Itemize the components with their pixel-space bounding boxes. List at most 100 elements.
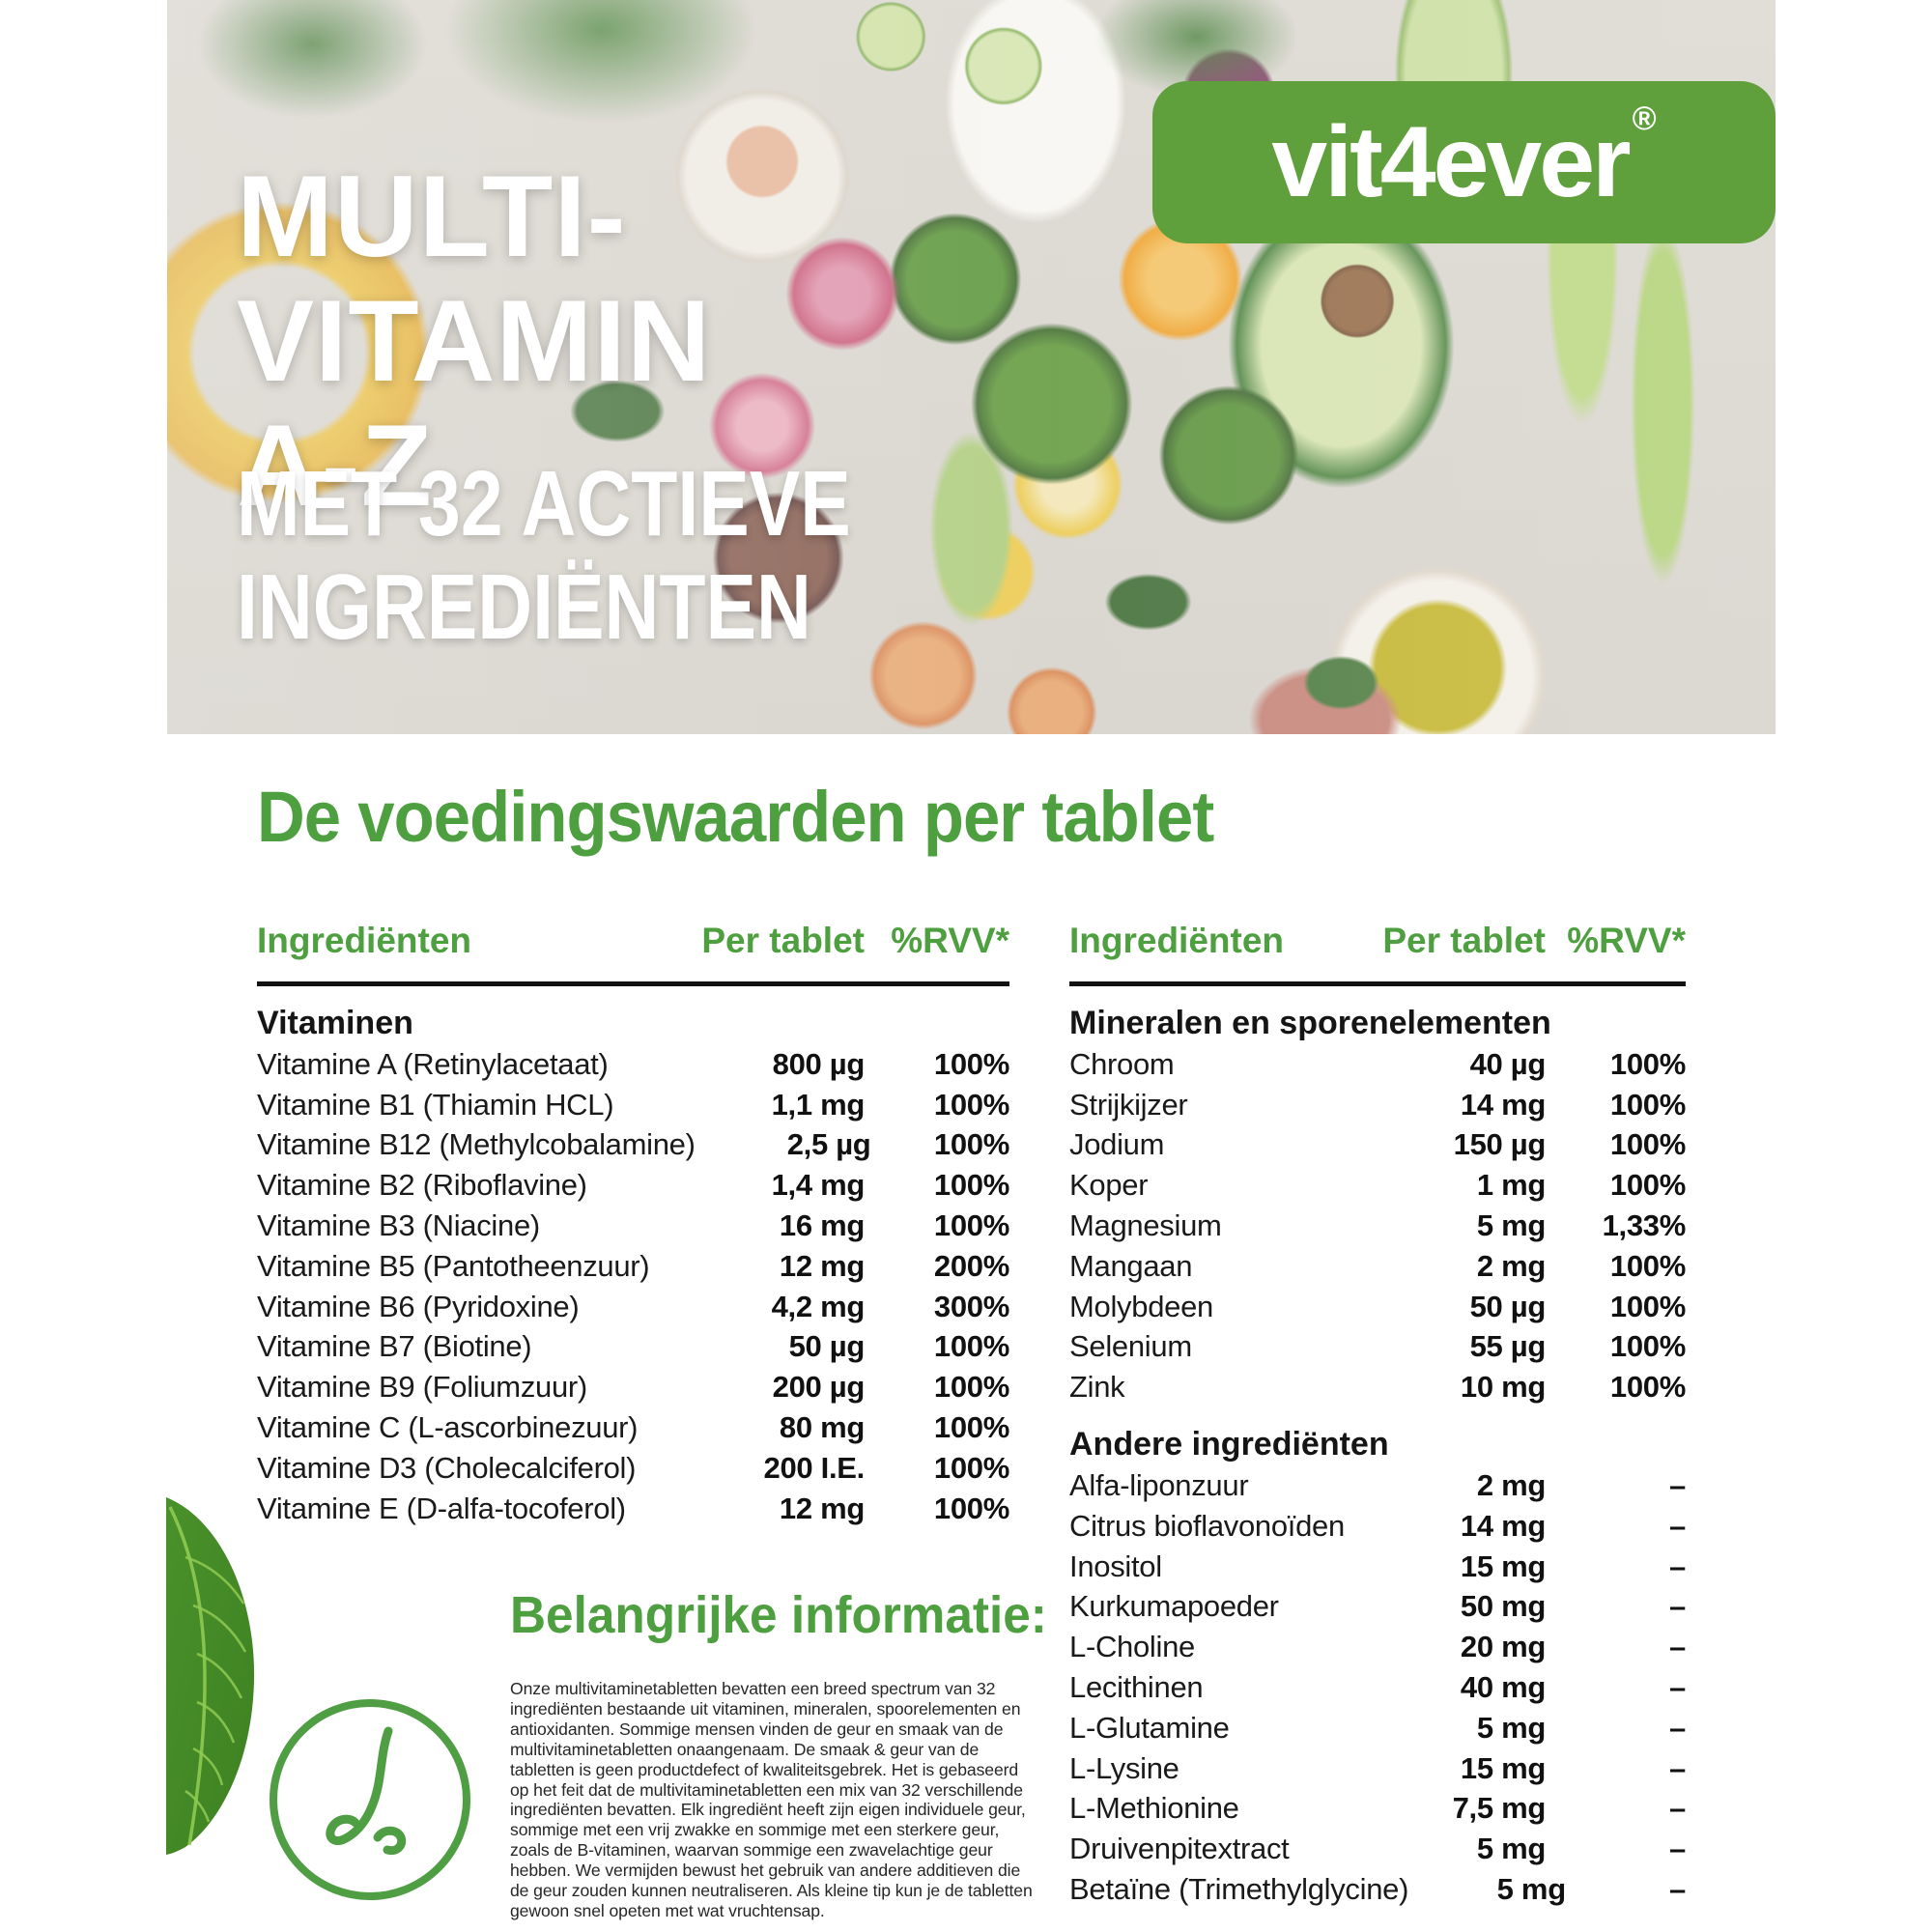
table-row: Jodium 150 µg 100% <box>1069 1125 1686 1166</box>
ingredient-amount: 4,2 mg <box>771 1289 866 1323</box>
table-row: Vitamine C (L-ascorbinezuur) 80 mg 100% <box>257 1407 1009 1448</box>
hero-banner: MULTI- VITAMIN A-Z MET 32 ACTIEVE INGRED… <box>167 0 1776 734</box>
ingredient-rvv: 100% <box>1609 1046 1686 1081</box>
ingredient-amount: 1 mg <box>1476 1168 1546 1203</box>
ingredient-rvv: 1,33% <box>1602 1208 1687 1243</box>
ingredient-amount: 800 µg <box>772 1046 866 1081</box>
ingredient-name: Betaïne (Trimethylglycine) <box>1069 1872 1409 1907</box>
table-row: Vitamine B5 (Pantotheenzuur) 12 mg 200% <box>257 1246 1009 1287</box>
ingredient-rvv: – <box>1669 1630 1686 1664</box>
header-rvv: %RVV* <box>891 921 1009 960</box>
ingredient-amount: 5 mg <box>1496 1872 1566 1907</box>
ingredient-rvv: – <box>1669 1750 1686 1785</box>
ingredient-rvv: 100% <box>1609 1168 1686 1203</box>
table-row: Koper 1 mg 100% <box>1069 1165 1686 1206</box>
important-info-heading: Belangrijke informatie: <box>510 1586 1047 1644</box>
ingredient-rvv: 100% <box>1609 1289 1686 1323</box>
ingredient-rvv: – <box>1669 1832 1686 1866</box>
ingredient-amount: 5 mg <box>1476 1208 1546 1243</box>
table-row: Magnesium 5 mg 1,33% <box>1069 1206 1686 1246</box>
ingredient-name: Molybdeen <box>1069 1289 1213 1323</box>
ingredient-name: Mangaan <box>1069 1248 1193 1283</box>
table-row: Selenium 55 µg 100% <box>1069 1327 1686 1368</box>
ingredient-rvv: – <box>1669 1670 1686 1705</box>
brand-name: vit4ever <box>1271 106 1631 218</box>
ingredient-name: Vitamine B1 (Thiamin HCL) <box>257 1087 614 1122</box>
ingredient-amount: 150 µg <box>1453 1127 1547 1162</box>
ingredient-rvv: 100% <box>933 1168 1009 1203</box>
table-row: Druivenpitextract 5 mg – <box>1069 1829 1686 1869</box>
table-rows: Vitamine A (Retinylacetaat) 800 µg 100% … <box>257 1044 1009 1529</box>
product-subtitle: MET 32 ACTIEVE INGREDIËNTEN <box>237 452 851 659</box>
ingredient-rvv: – <box>1669 1791 1686 1826</box>
table-row: L-Lysine 15 mg – <box>1069 1748 1686 1789</box>
ingredient-name: Druivenpitextract <box>1069 1832 1290 1866</box>
table-row: Betaïne (Trimethylglycine) 5 mg – <box>1069 1869 1686 1910</box>
ingredient-amount: 12 mg <box>779 1248 865 1283</box>
table-row: Vitamine B12 (Methylcobalamine) 2,5 µg 1… <box>257 1125 1009 1166</box>
header-ingredient: Ingrediënten <box>1069 921 1285 960</box>
important-info-text: Onze multivitaminetabletten bevatten een… <box>510 1679 1033 1920</box>
table-row: Vitamine B1 (Thiamin HCL) 1,1 mg 100% <box>257 1085 1009 1125</box>
product-title-line: MULTI- <box>237 152 627 282</box>
ingredient-name: Vitamine B2 (Riboflavine) <box>257 1168 587 1203</box>
ingredient-name: L-Choline <box>1069 1630 1195 1664</box>
ingredient-name: L-Methionine <box>1069 1791 1239 1826</box>
header-per-tablet: Per tablet <box>1382 921 1546 960</box>
table-row: Citrus bioflavonoïden 14 mg – <box>1069 1506 1686 1547</box>
table-row: Vitamine E (D-alfa-tocoferol) 12 mg 100% <box>257 1489 1009 1529</box>
ingredient-amount: 15 mg <box>1460 1750 1546 1785</box>
table-rows: Chroom 40 µg 100% Strijkijzer 14 mg 100%… <box>1069 1044 1686 1407</box>
nutrition-table-vitamins: Ingrediënten Per tablet %RVV* Vitaminen … <box>257 920 1009 1529</box>
ingredient-rvv: 100% <box>933 1370 1009 1405</box>
ingredient-rvv: 100% <box>933 1450 1009 1485</box>
table-row: Vitamine B9 (Foliumzuur) 200 µg 100% <box>257 1367 1009 1407</box>
ingredient-name: Vitamine B3 (Niacine) <box>257 1208 540 1243</box>
ingredient-amount: 80 mg <box>779 1410 865 1445</box>
table-row: Vitamine B2 (Riboflavine) 1,4 mg 100% <box>257 1165 1009 1206</box>
ingredient-name: Inositol <box>1069 1548 1162 1583</box>
table-row: L-Methionine 7,5 mg – <box>1069 1789 1686 1830</box>
header-ingredient: Ingrediënten <box>257 921 472 960</box>
ingredient-rvv: 100% <box>1609 1248 1686 1283</box>
product-title-line: VITAMIN <box>237 276 712 407</box>
ingredient-name: Magnesium <box>1069 1208 1222 1243</box>
table-section-title: Mineralen en sporenelementen <box>1069 1005 1551 1041</box>
table-row: Strijkijzer 14 mg 100% <box>1069 1085 1686 1125</box>
ingredient-rvv: 100% <box>1609 1127 1686 1162</box>
ingredient-rvv: 100% <box>1609 1329 1686 1364</box>
table-rows: Alfa-liponzuur 2 mg – Citrus bioflavonoï… <box>1069 1465 1686 1910</box>
ingredient-rvv: – <box>1669 1872 1686 1907</box>
ingredient-rvv: 100% <box>1609 1087 1686 1122</box>
ingredient-name: Vitamine B5 (Pantotheenzuur) <box>257 1248 650 1283</box>
ingredient-name: Vitamine B7 (Biotine) <box>257 1329 532 1364</box>
table-row: Lecithinen 40 mg – <box>1069 1667 1686 1708</box>
ingredient-amount: 2 mg <box>1476 1468 1546 1503</box>
ingredient-rvv: 100% <box>1609 1370 1686 1405</box>
ingredient-name: Kurkumapoeder <box>1069 1589 1279 1624</box>
ingredient-amount: 1,1 mg <box>771 1087 866 1122</box>
ingredient-amount: 2 mg <box>1476 1248 1546 1283</box>
ingredient-rvv: 100% <box>933 1127 1009 1162</box>
ingredient-amount: 14 mg <box>1460 1508 1546 1543</box>
ingredient-name: L-Glutamine <box>1069 1710 1230 1745</box>
ingredient-name: L-Lysine <box>1069 1750 1179 1785</box>
product-title: MULTI- VITAMIN A-Z <box>237 155 711 528</box>
ingredient-rvv: – <box>1669 1589 1686 1624</box>
ingredient-name: Citrus bioflavonoïden <box>1069 1508 1345 1543</box>
page-title: De voedingswaarden per tablet <box>257 777 1214 857</box>
ingredient-name: Vitamine C (L-ascorbinezuur) <box>257 1410 639 1445</box>
table-row: Alfa-liponzuur 2 mg – <box>1069 1465 1686 1506</box>
ingredient-amount: 10 mg <box>1460 1370 1546 1405</box>
table-section-title: Vitaminen <box>257 1005 413 1041</box>
ingredient-rvv: 100% <box>933 1087 1009 1122</box>
ingredient-amount: 55 µg <box>1469 1329 1547 1364</box>
ingredient-rvv: 300% <box>933 1289 1009 1323</box>
ingredient-name: Strijkijzer <box>1069 1087 1188 1122</box>
ingredient-name: Lecithinen <box>1069 1670 1204 1705</box>
ingredient-amount: 1,4 mg <box>771 1168 866 1203</box>
ingredient-amount: 20 mg <box>1460 1630 1546 1664</box>
ingredient-rvv: 200% <box>933 1248 1009 1283</box>
product-subtitle-line: INGREDIËNTEN <box>237 555 811 659</box>
